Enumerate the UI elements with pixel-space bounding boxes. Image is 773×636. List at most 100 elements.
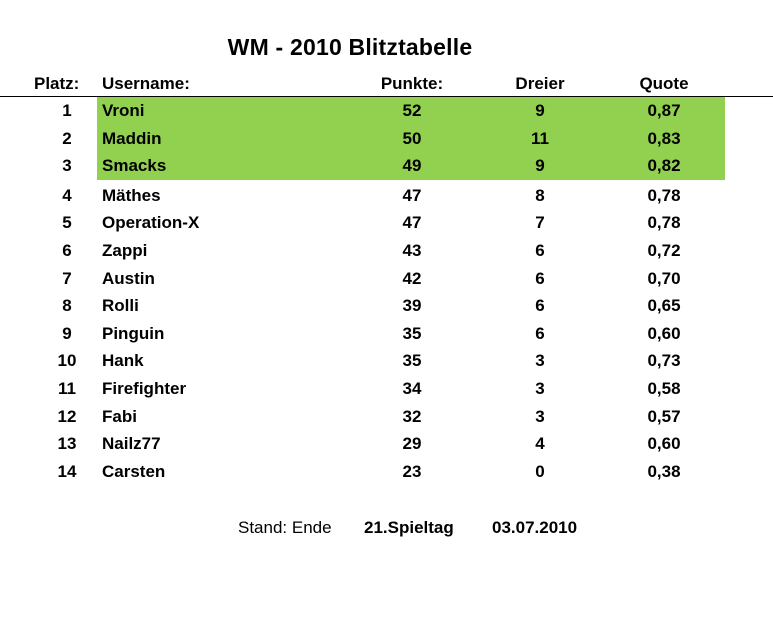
- cell-dreier: 9: [535, 101, 545, 120]
- table-row: 1 Vroni 52 9 0,87: [0, 97, 773, 125]
- cell-quote: 0,82: [647, 156, 681, 176]
- cell-punkte: 43: [402, 240, 422, 260]
- cell-punkte: 34: [402, 378, 422, 398]
- cell-username: Mäthes: [102, 185, 161, 205]
- cell-punkte: 50: [402, 128, 422, 148]
- cell-dreier: 3: [535, 378, 545, 398]
- footer-date: 03.07.2010: [492, 518, 578, 537]
- cell-username: Maddin: [102, 128, 162, 148]
- table-row: 12 Fabi 32 3 0,57: [0, 403, 773, 431]
- header-platz: Platz:: [34, 74, 80, 93]
- cell-dreier: 11: [531, 128, 549, 148]
- table-row: 11 Firefighter 34 3 0,58: [0, 375, 773, 403]
- cell-punkte: 47: [402, 213, 422, 233]
- cell-quote: 0,73: [647, 351, 681, 371]
- cell-punkte: 39: [402, 296, 422, 316]
- row-highlight: [97, 124, 725, 153]
- cell-username: Pinguin: [102, 323, 165, 343]
- cell-dreier: 6: [535, 240, 545, 260]
- cell-username: Rolli: [102, 296, 139, 316]
- cell-punkte: 23: [402, 461, 422, 481]
- cell-platz: 6: [62, 240, 72, 260]
- cell-username: Hank: [102, 351, 144, 371]
- cell-quote: 0,57: [647, 406, 681, 426]
- table-row: 5 Operation-X 47 7 0,78: [0, 209, 773, 237]
- cell-platz: 7: [62, 268, 72, 288]
- cell-dreier: 6: [535, 323, 545, 343]
- table-row: 4 Mäthes 47 8 0,78: [0, 182, 773, 210]
- cell-username: Firefighter: [102, 378, 187, 398]
- header-dreier: Dreier: [515, 74, 565, 93]
- table-title: WM - 2010 Blitztabelle: [0, 34, 700, 61]
- cell-platz: 4: [62, 185, 72, 205]
- table-title-text: WM - 2010 Blitztabelle: [227, 34, 473, 60]
- cell-username: Vroni: [102, 101, 145, 120]
- cell-quote: 0,70: [647, 268, 681, 288]
- table-row: 2 Maddin 50 11 0,83: [0, 124, 773, 153]
- cell-quote: 0,78: [647, 213, 681, 233]
- header-quote: Quote: [639, 74, 689, 93]
- table-body: 1 Vroni 52 9 0,87 2 Maddin 50 11 0,83 3 Smacks 49 9 0,…: [0, 97, 773, 485]
- cell-dreier: 6: [535, 268, 545, 288]
- row-highlight: [97, 152, 725, 180]
- cell-punkte: 29: [402, 434, 422, 454]
- cell-dreier: 7: [535, 213, 545, 233]
- cell-platz: 8: [62, 296, 72, 316]
- cell-quote: 0,58: [647, 378, 681, 398]
- cell-punkte: 35: [402, 351, 422, 371]
- table-row: 6 Zappi 43 6 0,72: [0, 237, 773, 265]
- cell-dreier: 0: [535, 461, 545, 481]
- cell-quote: 0,38: [647, 461, 681, 481]
- cell-platz: 13: [57, 434, 77, 454]
- cell-punkte: 35: [402, 323, 422, 343]
- cell-quote: 0,83: [647, 128, 681, 148]
- table-row: 13 Nailz77 29 4 0,60: [0, 430, 773, 458]
- footer: Stand: Ende 21.Spieltag 03.07.2010: [0, 518, 773, 542]
- table-header: Platz: Username: Punkte: Dreier Quote: [0, 72, 773, 97]
- cell-quote: 0,72: [647, 240, 681, 260]
- cell-dreier: 3: [535, 351, 545, 371]
- cell-platz: 14: [57, 461, 77, 481]
- cell-quote: 0,87: [647, 101, 681, 120]
- table-row: 3 Smacks 49 9 0,82: [0, 152, 773, 180]
- footer-spieltag: 21.Spieltag: [364, 518, 454, 537]
- cell-platz: 3: [62, 156, 72, 176]
- cell-platz: 2: [62, 128, 72, 148]
- table-row: 9 Pinguin 35 6 0,60: [0, 320, 773, 348]
- cell-username: Fabi: [102, 406, 137, 426]
- footer-stand-label: Stand: Ende: [238, 518, 332, 537]
- table-row: 7 Austin 42 6 0,70: [0, 265, 773, 293]
- cell-punkte: 52: [402, 101, 422, 120]
- cell-platz: 12: [57, 406, 77, 426]
- cell-username: Smacks: [102, 156, 167, 176]
- row-highlight: [97, 97, 725, 125]
- cell-platz: 10: [57, 351, 77, 371]
- cell-dreier: 8: [535, 185, 545, 205]
- cell-punkte: 47: [402, 185, 422, 205]
- cell-username: Austin: [102, 268, 155, 288]
- cell-punkte: 42: [402, 268, 422, 288]
- header-username: Username:: [102, 74, 190, 93]
- cell-quote: 0,60: [647, 434, 681, 454]
- table-row: 8 Rolli 39 6 0,65: [0, 292, 773, 320]
- cell-username: Operation-X: [102, 213, 200, 233]
- cell-dreier: 6: [535, 296, 545, 316]
- cell-dreier: 9: [535, 156, 545, 176]
- cell-username: Carsten: [102, 461, 166, 481]
- cell-platz: 1: [62, 101, 72, 120]
- table-row: 10 Hank 35 3 0,73: [0, 347, 773, 375]
- cell-platz: 11: [58, 378, 76, 398]
- cell-dreier: 3: [535, 406, 545, 426]
- cell-username: Zappi: [102, 240, 148, 260]
- cell-platz: 9: [62, 323, 72, 343]
- cell-punkte: 32: [402, 406, 422, 426]
- cell-quote: 0,65: [647, 296, 681, 316]
- cell-quote: 0,78: [647, 185, 681, 205]
- cell-username: Nailz77: [102, 434, 161, 454]
- cell-platz: 5: [62, 213, 72, 233]
- cell-punkte: 49: [402, 156, 422, 176]
- table-row: 14 Carsten 23 0 0,38: [0, 458, 773, 486]
- cell-quote: 0,60: [647, 323, 681, 343]
- header-punkte: Punkte:: [380, 74, 444, 93]
- cell-dreier: 4: [535, 434, 545, 454]
